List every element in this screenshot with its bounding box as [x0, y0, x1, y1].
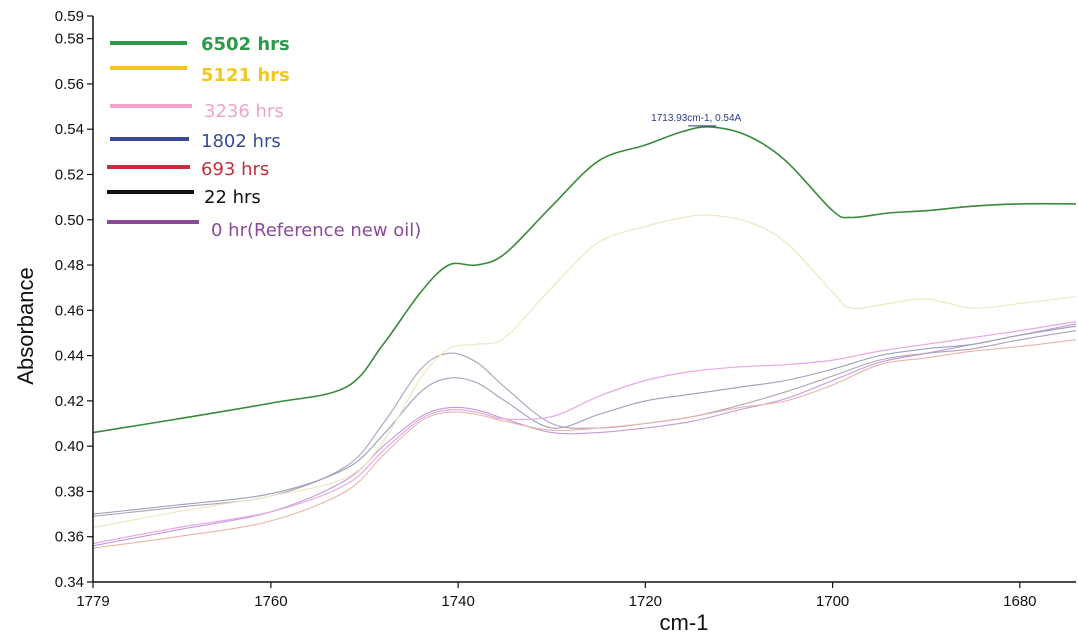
plot-series-lines: [92, 125, 1077, 549]
x-tick-label: 1700: [816, 593, 849, 610]
y-tick-label: 0.36: [55, 529, 84, 546]
y-tick-label: 0.56: [55, 76, 84, 93]
legend-label-0-hr-reference-new-oil: 0 hr(Reference new oil): [211, 220, 421, 241]
x-tick-label: 1760: [254, 593, 287, 610]
y-axis-title: Absorbance: [13, 267, 38, 384]
y-tick-label: 0.44: [55, 348, 84, 365]
series-line-22-hrs: [92, 330, 1077, 517]
y-tick-label: 0.54: [55, 121, 84, 138]
y-tick-label: 0.59: [55, 8, 84, 25]
x-tick-label: 1779: [76, 593, 109, 610]
legend-label-3236-hrs: 3236 hrs: [204, 101, 284, 122]
x-axis-ticks: 1779 1760 1740 1720 1700 1680: [76, 582, 1037, 610]
y-axis-ticks: 0.34 0.36 0.38 0.40 0.42 0.44 0.46 0.48 0.50 0.52…: [55, 8, 93, 591]
annotation-layer: 1713.93cm-1, 0.54A: [651, 113, 742, 127]
y-tick-label: 0.34: [55, 574, 84, 591]
legend-label-6502-hrs: 6502 hrs: [201, 34, 290, 55]
x-tick-label: 1680: [1003, 593, 1036, 610]
legend-label-693-hrs: 693 hrs: [201, 159, 269, 180]
series-line-6502-hrs: [92, 125, 1077, 434]
x-axis-title: cm-1: [660, 610, 709, 635]
series-line-1802-hrs: [92, 325, 1077, 515]
y-tick-label: 0.40: [55, 438, 84, 455]
y-tick-label: 0.48: [55, 257, 84, 274]
legend: 6502 hrs 5121 hrs 3236 hrs 1802 hrs 693 hrs 2…: [107, 34, 421, 241]
y-tick-label: 0.42: [55, 393, 84, 410]
x-tick-label: 1720: [629, 593, 662, 610]
y-tick-label: 0.58: [55, 31, 84, 48]
legend-label-1802-hrs: 1802 hrs: [201, 131, 281, 152]
y-tick-label: 0.52: [55, 166, 84, 183]
annotation-label: 1713.93cm-1, 0.54A: [651, 113, 741, 124]
x-tick-label: 1740: [441, 593, 474, 610]
series-line-693-hrs: [92, 339, 1077, 549]
series-line-3236-hrs: [92, 321, 1077, 545]
series-line-0-hr-reference-new-oil: [92, 323, 1077, 547]
y-tick-label: 0.46: [55, 302, 84, 319]
legend-label-22-hrs: 22 hrs: [204, 187, 261, 208]
y-tick-label: 0.50: [55, 212, 84, 229]
series-line-5121-hrs: [92, 214, 1077, 529]
y-tick-label: 0.38: [55, 483, 84, 500]
legend-label-5121-hrs: 5121 hrs: [201, 65, 290, 86]
